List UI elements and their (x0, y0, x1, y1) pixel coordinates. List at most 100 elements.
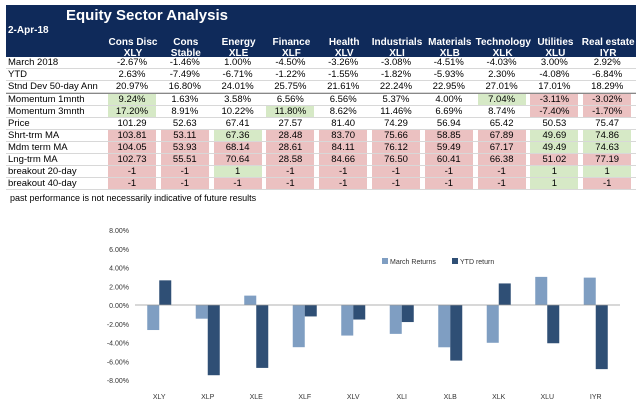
bar-ytd-xly (159, 280, 172, 305)
column-name: Cons Disc (108, 37, 158, 48)
table-cell: -1.46% (169, 57, 200, 68)
x-tick-label: IYR (590, 394, 602, 401)
column-ticker: XLE (228, 48, 249, 59)
x-tick-label: XLV (347, 394, 360, 401)
bar-ytd-iyr (595, 305, 608, 370)
table-cell: -1 (160, 166, 209, 177)
table-cell: 67.36 (213, 130, 262, 141)
table-row: Shrt-trm MA 103.81 53.11 67.36 28.48 83.70 75.… (6, 130, 636, 142)
table-cell: -1 (319, 166, 368, 177)
column-ticker: XLY (123, 48, 143, 59)
table-cell: 84.66 (319, 154, 368, 165)
table-cell: 2.92% (593, 57, 621, 68)
table-cell: -4.03% (486, 57, 517, 68)
y-tick-label: -4.00% (107, 341, 129, 348)
bar-march-xlf (292, 305, 305, 348)
table-cell: 7.04% (477, 94, 526, 105)
table-cell: 104.05 (108, 142, 156, 153)
column-header-xlv: Health XLV (317, 37, 371, 59)
legend-swatch (382, 258, 388, 264)
column-ticker: XLV (334, 48, 354, 59)
table-cell: 51.02 (530, 154, 579, 165)
table-cell: 28.61 (266, 142, 315, 153)
table-cell: 6.69% (435, 106, 463, 117)
table-cell: 76.12 (372, 142, 420, 153)
table-cell: -1 (424, 166, 473, 177)
table-cell: 102.73 (108, 154, 156, 165)
table-cell: -1.22% (275, 69, 306, 80)
table-cell: -4.08% (539, 69, 570, 80)
table-cell: 81.40 (331, 118, 356, 129)
column-name: Real estate (581, 37, 635, 48)
table-cell: 52.63 (172, 118, 197, 129)
table-cell: 67.41 (225, 118, 250, 129)
bar-march-xli (389, 305, 402, 334)
y-tick-label: 6.00% (109, 247, 129, 254)
table-row: Momentum 1mnth 9.24% 1.63% 3.58% 6.56% 6.56% 5… (6, 93, 636, 106)
column-header-xlb: Materials XLB (423, 37, 477, 59)
x-tick-label: XLE (250, 394, 264, 401)
x-tick-label: XLB (444, 394, 458, 401)
table-cell: -7.40% (530, 106, 579, 117)
table-cell: -1 (319, 178, 368, 189)
y-tick-label: -2.00% (107, 322, 129, 329)
y-tick-label: 0.00% (109, 303, 129, 310)
table-cell: 84.11 (319, 142, 368, 153)
bar-march-xlv (341, 305, 354, 336)
column-ticker: XLU (545, 48, 566, 59)
column-ticker: XLI (389, 48, 405, 59)
x-tick-label: XLF (298, 394, 311, 401)
table-cell: 3.00% (540, 57, 568, 68)
row-label: breakout 40-day (8, 178, 77, 189)
table-cell: 11.80% (266, 106, 315, 117)
table-row: Momentum 3mnth 17.20% 8.91% 10.22% 11.80% 8.6… (6, 106, 636, 118)
table-cell: -6.84% (592, 69, 623, 80)
column-name: Energy (221, 37, 256, 48)
table-cell: -1 (266, 166, 315, 177)
bar-ytd-xlv (353, 305, 366, 320)
x-tick-label: XLP (201, 394, 215, 401)
column-ticker: XLK (492, 48, 513, 59)
bar-ytd-xlf (304, 305, 317, 317)
column-ticker: XLB (439, 48, 460, 59)
table-cell: -1 (372, 178, 420, 189)
table-row: March 2018 -2.67% -1.46% 1.00% -4.50% -3.26% -… (6, 57, 636, 69)
column-ticker: XLF (281, 48, 301, 59)
table-cell: 49.69 (530, 130, 579, 141)
legend-label: March Returns (390, 259, 436, 266)
column-header-xle: Energy XLE (212, 37, 266, 59)
column-header-xli: Industrials XLI (370, 37, 424, 59)
table-cell: -1 (160, 178, 209, 189)
y-tick-label: -6.00% (107, 359, 129, 366)
table-cell: 50.53 (542, 118, 567, 129)
x-tick-label: XLU (540, 394, 554, 401)
table-cell: 28.48 (266, 130, 315, 141)
table-cell: 67.17 (477, 142, 526, 153)
table-cell: -1 (477, 166, 526, 177)
bar-march-xly (147, 305, 160, 331)
bar-ytd-xlp (207, 305, 220, 376)
row-label: Mdm term MA (8, 142, 68, 153)
table-cell: 1.00% (224, 57, 252, 68)
table-cell: 6.56% (329, 94, 357, 105)
table-row: Price 101.29 52.63 67.41 27.57 81.40 74.29 56.9… (6, 118, 636, 130)
table-cell: 3.58% (224, 94, 252, 105)
legend-label: YTD return (460, 259, 494, 266)
table-cell: 74.86 (583, 130, 632, 141)
bar-march-iyr (583, 277, 596, 305)
table-cell: 66.38 (477, 154, 526, 165)
table-cell: 53.11 (160, 130, 209, 141)
table-cell: -1.82% (380, 69, 412, 80)
table-row: breakout 20-day -1 -1 1 -1 -1 -1 -1 -1 1 1 (6, 166, 636, 178)
bar-march-xlp (195, 305, 208, 319)
table-cell: -3.26% (328, 57, 359, 68)
page-title: Equity Sector Analysis (66, 7, 228, 24)
bar-march-xlu (535, 276, 548, 305)
table-cell: -1 (108, 178, 156, 189)
table-cell: 10.22% (221, 106, 254, 117)
table-body: March 2018 -2.67% -1.46% 1.00% -4.50% -3.26% -… (6, 57, 636, 190)
table-cell: 1 (213, 166, 262, 177)
table-cell: 60.41 (424, 154, 473, 165)
column-name: Industrials (371, 37, 423, 48)
table-cell: 1 (583, 166, 632, 177)
